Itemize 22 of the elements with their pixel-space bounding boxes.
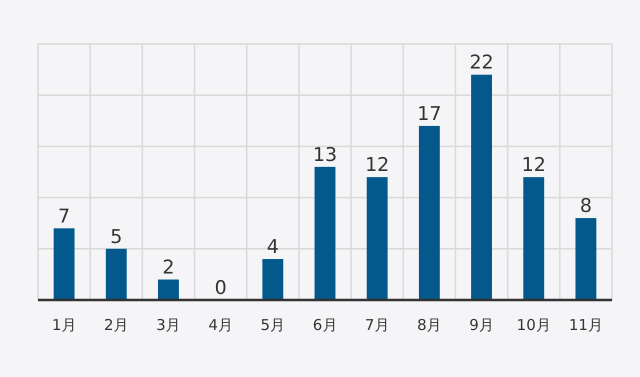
data-label: 2: [162, 256, 174, 279]
data-label: 17: [417, 102, 442, 125]
data-label: 0: [214, 277, 227, 299]
x-tick-label: 3月: [156, 316, 181, 334]
data-label: 13: [312, 144, 338, 166]
x-tick-label: 6月: [312, 316, 338, 334]
x-tick-label: 10月: [516, 316, 551, 334]
data-label: 12: [522, 154, 546, 176]
x-tick-label: 11月: [568, 316, 603, 334]
data-label: 12: [365, 154, 390, 176]
x-tick-label: 7月: [364, 316, 390, 334]
data-label: 7: [58, 205, 70, 228]
x-tick-label: 5月: [260, 316, 286, 334]
x-tick-label: 1月: [52, 316, 76, 334]
data-label: 22: [469, 52, 494, 74]
data-label: 4: [266, 236, 279, 258]
x-tick-label: 4月: [208, 316, 233, 334]
data-label: 8: [580, 195, 592, 218]
x-tick-label: 9月: [469, 316, 494, 334]
x-tick-label: 8月: [417, 316, 442, 334]
data-label: 5: [110, 226, 122, 248]
x-tick-label: 2月: [104, 316, 129, 334]
